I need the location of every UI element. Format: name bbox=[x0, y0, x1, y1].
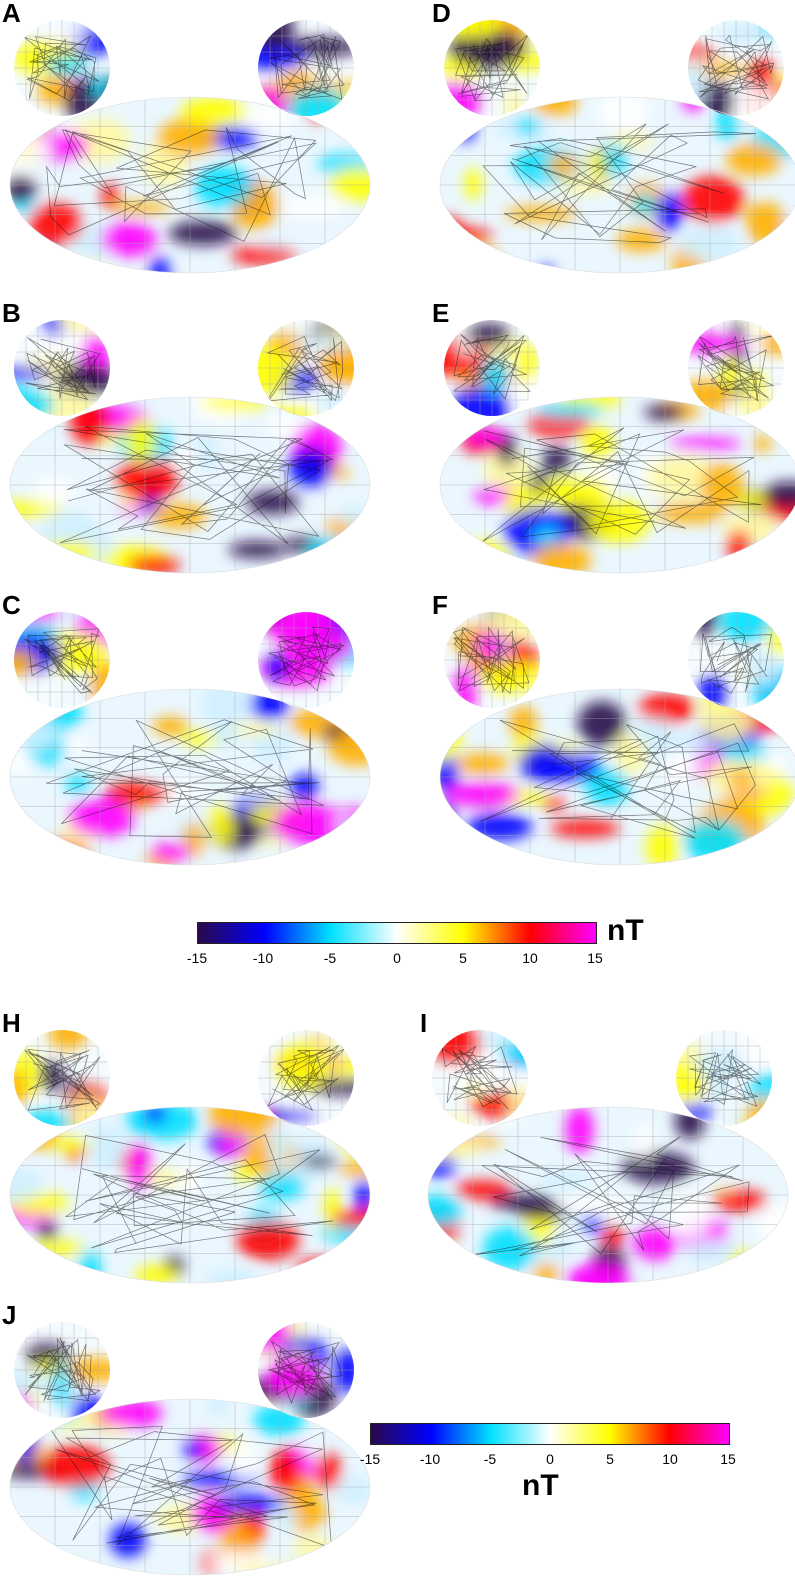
panel-label: B bbox=[2, 298, 21, 328]
map-figure bbox=[9, 612, 371, 866]
panel-e: E bbox=[430, 300, 795, 580]
panel-f: F bbox=[430, 592, 795, 872]
panel-c: C bbox=[0, 592, 380, 872]
panel-label: A bbox=[2, 0, 21, 28]
panel-label: I bbox=[420, 1008, 428, 1038]
panel-a: A bbox=[0, 0, 380, 280]
colorbar-tick: 0 bbox=[546, 1451, 554, 1467]
map-figure bbox=[9, 1030, 371, 1284]
map-figure bbox=[9, 1322, 371, 1576]
panel-j: J bbox=[0, 1302, 380, 1582]
map-figure bbox=[9, 320, 371, 574]
panel-d: D bbox=[430, 0, 795, 280]
colorbar-unit: nT bbox=[607, 914, 644, 947]
map-figure bbox=[439, 20, 795, 274]
colorbar-tick: 10 bbox=[662, 1451, 678, 1467]
colorbar-tick: -10 bbox=[252, 950, 274, 966]
colorbar-top: -15 -10 -5 0 5 10 15 nT bbox=[187, 916, 644, 972]
panel-label: E bbox=[432, 298, 450, 328]
map-figure bbox=[427, 1030, 789, 1284]
colorbar-bottom: -15 -10 -5 0 5 10 15 nT bbox=[360, 1423, 736, 1503]
panel-b: B bbox=[0, 300, 380, 580]
colorbar-tick: -15 bbox=[186, 950, 208, 966]
map-figure bbox=[9, 20, 371, 274]
panel-h: H bbox=[0, 1010, 380, 1290]
colorbar-tick: -5 bbox=[323, 950, 337, 966]
colorbar-gradient bbox=[370, 1423, 730, 1445]
panel-label: J bbox=[2, 1300, 17, 1330]
panel-label: D bbox=[432, 0, 451, 28]
panel-i: I bbox=[418, 1010, 795, 1290]
colorbar-gradient bbox=[197, 922, 597, 944]
colorbar-tick: 10 bbox=[522, 950, 538, 966]
map-figure bbox=[439, 612, 795, 866]
colorbar-tick: -10 bbox=[419, 1451, 441, 1467]
colorbar-tick: 15 bbox=[587, 950, 603, 966]
panel-label: F bbox=[432, 590, 448, 620]
colorbar-tick: 5 bbox=[459, 950, 467, 966]
map-figure bbox=[439, 320, 795, 574]
colorbar-tick: -15 bbox=[359, 1451, 381, 1467]
panel-label: H bbox=[2, 1008, 21, 1038]
colorbar-tick: 5 bbox=[606, 1451, 614, 1467]
colorbar-unit: nT bbox=[522, 1469, 559, 1502]
colorbar-tick: 15 bbox=[720, 1451, 736, 1467]
colorbar-tick: -5 bbox=[483, 1451, 497, 1467]
panel-label: C bbox=[2, 590, 21, 620]
colorbar-tick: 0 bbox=[393, 950, 401, 966]
